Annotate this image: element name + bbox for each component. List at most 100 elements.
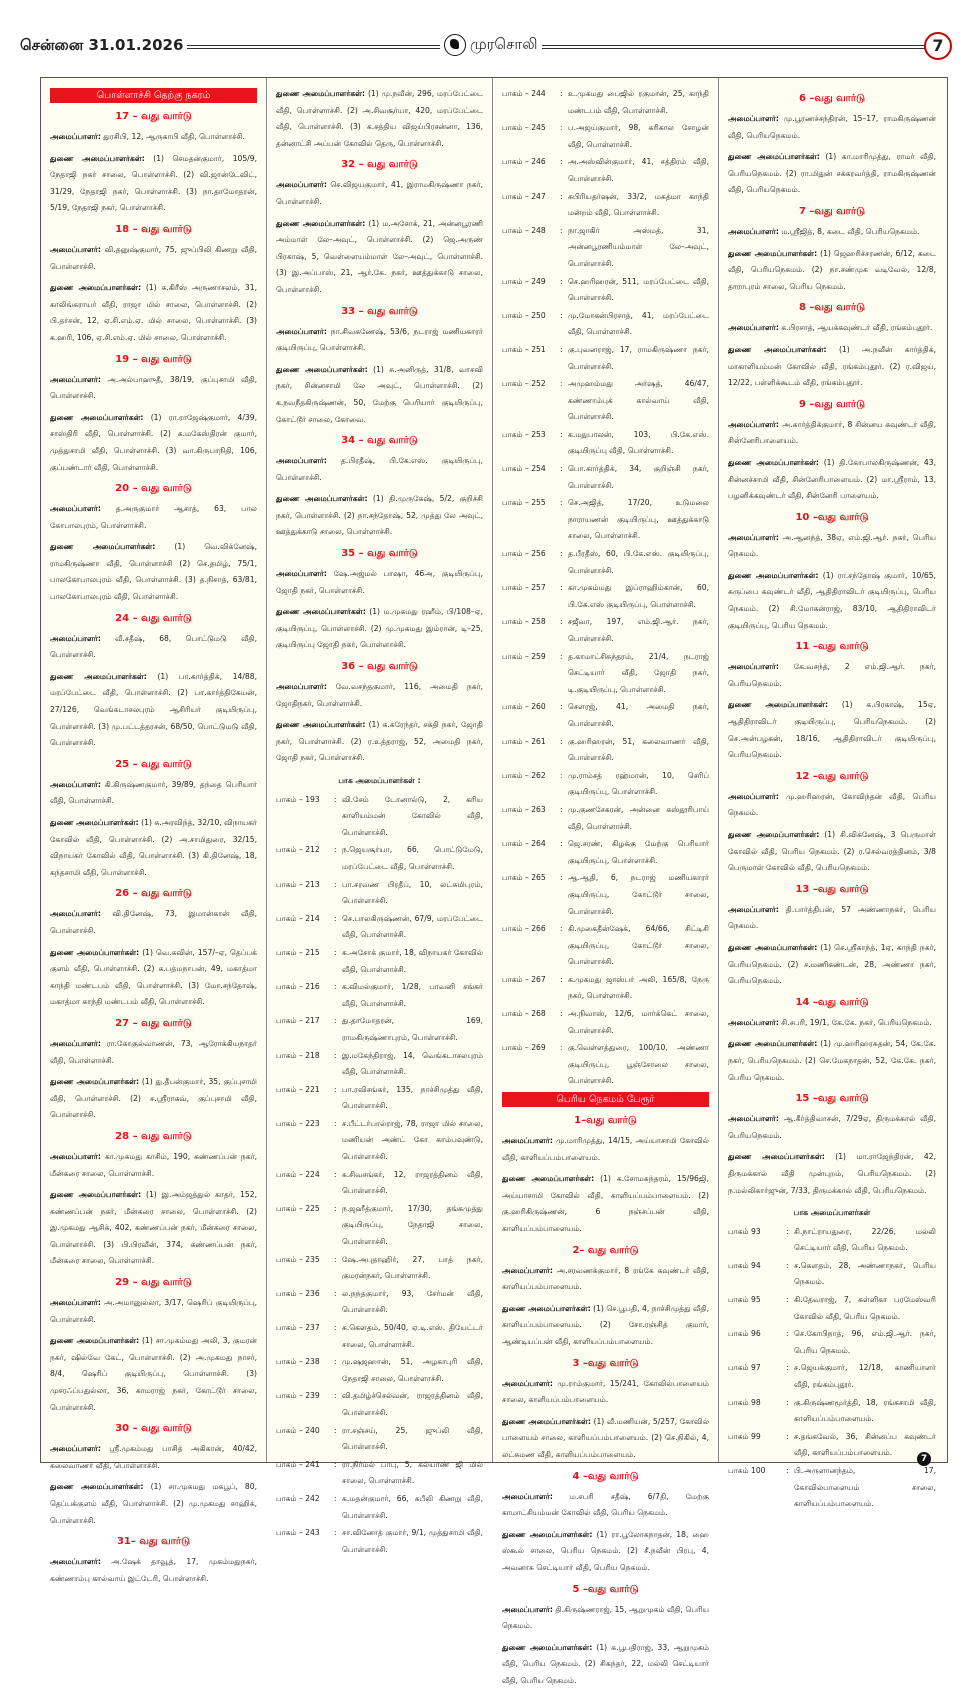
role-label: துணை அமைப்பாளர்கள்: [50, 283, 142, 293]
booth-row: பாகம் – 237: க.கௌதம், 50/40, ஏ.டி.எஸ். தி… [276, 1320, 483, 1353]
entry-paragraph: துணை அமைப்பாளர்கள்: (1) கா.மாரிமுத்து, ர… [728, 149, 936, 199]
role-label: துணை அமைப்பாளர்கள்: [728, 942, 818, 952]
entry-text: மு.மாரிமுத்து, 14/15, அய்யாசாமி கோவில் வ… [502, 1136, 709, 1162]
booth-number: பாகம் – 237 [276, 1323, 320, 1332]
booth-row: பாகம் – 254: பொ.கார்த்திக், 34, குறிஞ்சி … [502, 461, 709, 494]
booth-number: பாகம் – 260 [502, 702, 546, 712]
ward-heading: 1–வது வார்டு [574, 1115, 637, 1127]
entry-text: சி.சபரி, 19/1, கே.கே. நகர், பெரியநெகமம். [778, 1017, 932, 1027]
entry-text: அ.ஆனந்த், 38ஏ, எம்.ஜி.ஆர். நகர், பெரிய ந… [728, 532, 936, 559]
booth-row: பாகம் – 223: ச.பீட்டர்பால்ராஜ், 78, ராஜா … [276, 1116, 483, 1166]
separator: : [334, 879, 337, 889]
role-label: துணை அமைப்பாளர்கள்: [50, 542, 156, 552]
booth-number: பாகம் 100 [728, 1466, 766, 1475]
role-label: துணை அமைப்பாளர்கள்: [502, 1416, 591, 1426]
booth-number: பாகம் – 224 [276, 1169, 320, 1179]
booth-row: பாகம் – 260: சௌரஜ், 41, அமைதி நகர், பொள்ள… [502, 699, 709, 732]
ward-heading: 33 – வது வார்டு [341, 305, 418, 317]
booth-row: பாகம் – 267: க.முகமது ஜாஸ்பர் அலி, 165/8,… [502, 972, 709, 1005]
booth-row: பாகம் – 225: ந.ஜஹீத்குமார், 17/30, தங்கமு… [276, 1201, 483, 1251]
role-label: அமைப்பாளர்: [502, 1265, 553, 1275]
entry-text: (1) தி.முருகேஷ், 5/2, குறிச்சி நகர், பொள… [276, 494, 483, 537]
booth-row: பாகம் – 250: மு.மோகன்பிரசாத், 41, மரப்பேட… [502, 308, 709, 341]
booth-entry: அ.அஸ்வின்குமார், 41, சத்திரம் வீதி, பொள்… [568, 157, 709, 183]
ward-heading: 27 – வது வார்டு [115, 1017, 192, 1029]
entry-paragraph: அமைப்பாளர்: கா.முகமது காசிம், 190, கண்ணப… [50, 1149, 257, 1182]
entry-paragraph: அமைப்பாளர்: ம.ஸ்ரீஜித், 8, கடை வீதி, பெர… [728, 224, 936, 241]
separator: : [334, 1528, 337, 1538]
separator: : [334, 1016, 337, 1026]
booth-entry: த.காமாட்சிசுந்தரம், 21/4, நடராஜ் செட்டிய… [568, 651, 709, 694]
separator: : [786, 1466, 789, 1475]
edition-date: சென்னை 31.01.2026 [20, 36, 188, 56]
booth-row: பாகம் – 255: செ.அஜித், 17/20, உடுமலை நாரா… [502, 495, 709, 545]
booth-number: பாகம் – 240 [276, 1425, 320, 1435]
booth-entry: கு.ஹரிஹரன், 51, கலைவாணர் வீதி, பொள்ளாச்ச… [568, 736, 709, 763]
ward-heading: 15 –வது வார்டு [795, 1093, 869, 1105]
separator: : [334, 947, 337, 957]
role-label: துணை அமைப்பாளர்கள்: [50, 1482, 144, 1492]
entry-text: கி.கிருஷ்ணகுமார், 39/89, தந்தை பெரியார் … [50, 779, 257, 806]
ward-heading: 9 –வது வார்டு [798, 398, 866, 410]
booth-row: பாகம் – 242: க.மதன்குமார், 66, சுபீலி கிண… [276, 1491, 483, 1524]
entry-text: (1) வீ.மணியன், 5/257, கோவில் பாளையம் சால… [502, 1416, 709, 1459]
page-number-badge: 7 [924, 32, 952, 60]
role-label: அமைப்பாளர்: [728, 662, 779, 672]
ward-heading: 35 – வது வார்டு [341, 548, 418, 560]
entry-paragraph: துணை அமைப்பாளர்கள்: (1) வெ.கவின், 157/–ஏ… [50, 945, 257, 1011]
booth-row: பாகம் – 239: வி.தமிழ்ச்செல்வன், ராஜரத்தின… [276, 1388, 483, 1421]
booth-number: பாகம் 97 [728, 1363, 761, 1373]
role-label: அமைப்பாளர்: [728, 532, 779, 542]
separator: : [334, 1084, 337, 1094]
booth-row: பாகம் 100: பி.அருளானந்தம், 17, கோவில்பாளை… [728, 1463, 936, 1513]
booth-row: பாகம் – 253: க.மதுபாலன், 103, பி.கே.எஸ். … [502, 427, 709, 460]
role-label: அமைப்பாளர்: [502, 1136, 553, 1146]
booth-row: பாகம் – 263: மு.குணசேகரன், அன்னை கஸ்தூரிப… [502, 802, 709, 835]
page-header: சென்னை 31.01.2026 முரசொலி 7 [20, 32, 952, 60]
entry-text: செ.விஜயகுமார், 41, இராமகிருஷ்ணா நகர், பொ… [276, 180, 483, 206]
entry-text: (1) ரா.சந்தோஷ் குமார், 10/65, கருப்பை கவ… [728, 570, 936, 630]
entry-text: (1) சு.அரவிந்த், 32/10, விநாயகர் கோவில் … [50, 818, 257, 877]
booth-row: பாகம் – 193: வி.சேம் டோனால்டு, 2, கரிய கா… [276, 792, 483, 842]
entry-paragraph: அமைப்பாளர்: க.பிரசாத், ஆயக்கவுண்டர் வீதி… [728, 320, 936, 337]
booth-number: பாகம் – 252 [502, 379, 546, 389]
entry-text: வி.தனுஷ்குமார், 75, ஜுப்பிலி கிணறு வீதி,… [50, 244, 257, 271]
role-label: துணை அமைப்பாளர்கள்: [502, 1303, 591, 1313]
ward-heading: 18 – வது வார்டு [115, 223, 192, 235]
booth-number: பாகம் – 235 [276, 1254, 320, 1264]
entry-paragraph: துணை அமைப்பாளர்கள்: (1) ரா.சந்தோஷ் குமார… [728, 568, 936, 634]
booth-number: பாகம் – 225 [276, 1203, 320, 1213]
separator: : [786, 1431, 789, 1441]
role-label: துணை அமைப்பாளர்கள்: [276, 494, 368, 504]
separator: : [560, 651, 563, 661]
booth-number: பாகம் – 256 [502, 549, 546, 559]
booth-row: பாகம் – 235: ஷே.அபுதாஹிர், 27, பாத் நகர்,… [276, 1252, 483, 1285]
entry-paragraph: துணை அமைப்பாளர்கள்: (1) க.கிரீஸ் அருணாசல… [50, 280, 257, 346]
booth-entry: மு.மோகன்பிரசாத், 41, மரப்பேட்டை வீதி, பொ… [568, 310, 709, 337]
entry-text: அ.சரவணக்குமார், 8 ரங்கே கவுண்டர் வீதி, க… [502, 1265, 709, 1292]
booth-number: பாகம் – 239 [276, 1391, 320, 1401]
ward-heading: 7 –வது வார்டு [798, 205, 866, 217]
booth-number: பாகம் – 245 [502, 123, 546, 133]
role-label: அமைப்பாளர்: [50, 504, 101, 514]
entry-text: (1) க.கிரீஸ் அருணாசலம், 31, காலிங்கராயர்… [50, 283, 257, 342]
entry-paragraph: துணை அமைப்பாளர்கள்: (1) வெ.விக்னேஷ், ராம… [50, 539, 257, 605]
booth-number: பாகம் 99 [728, 1431, 761, 1441]
separator: : [560, 702, 563, 712]
entry-paragraph: துணை அமைப்பாளர்கள்: (1) மு.ஹரிஹரசுதன், 5… [728, 1036, 936, 1086]
entry-text: (1) செ.ஸ்ரீகாந்த், 1ஏ, காந்தி நகர், பெரி… [728, 942, 936, 986]
booth-entry: பொ.கார்த்திக், 34, குறிஞ்சி நகர், பொள்ளா… [568, 464, 709, 490]
entry-text: ஸ்ரீ.முகம்மது பாசித் அகிகான், 40/42, கலை… [50, 1444, 257, 1470]
booth-number: பாகம் – 261 [502, 736, 546, 746]
booth-number: பாகம் 95 [728, 1295, 761, 1305]
booth-number: பாகம் – 257 [502, 583, 546, 593]
entry-paragraph: அமைப்பாளர்: த.பிரதீஷ், பி.கே.எஸ். குடியி… [276, 453, 483, 486]
role-label: அமைப்பாளர்: [50, 633, 101, 643]
ward-heading: 32 – வது வார்டு [341, 159, 418, 171]
subsection-heading: பாக அமைப்பாளர்கள் : [338, 776, 421, 785]
separator: : [560, 191, 563, 201]
separator: : [786, 1397, 789, 1407]
booth-number: பாகம் – 254 [502, 464, 546, 474]
column-1: பொள்ளாச்சி தெற்கு நகரம் 17 – வது வார்டு அம… [41, 78, 267, 1583]
entry-text: (1) ஜெஹரிச்சரணன், 6/12, கடை வீதி, பெரியந… [728, 248, 936, 291]
